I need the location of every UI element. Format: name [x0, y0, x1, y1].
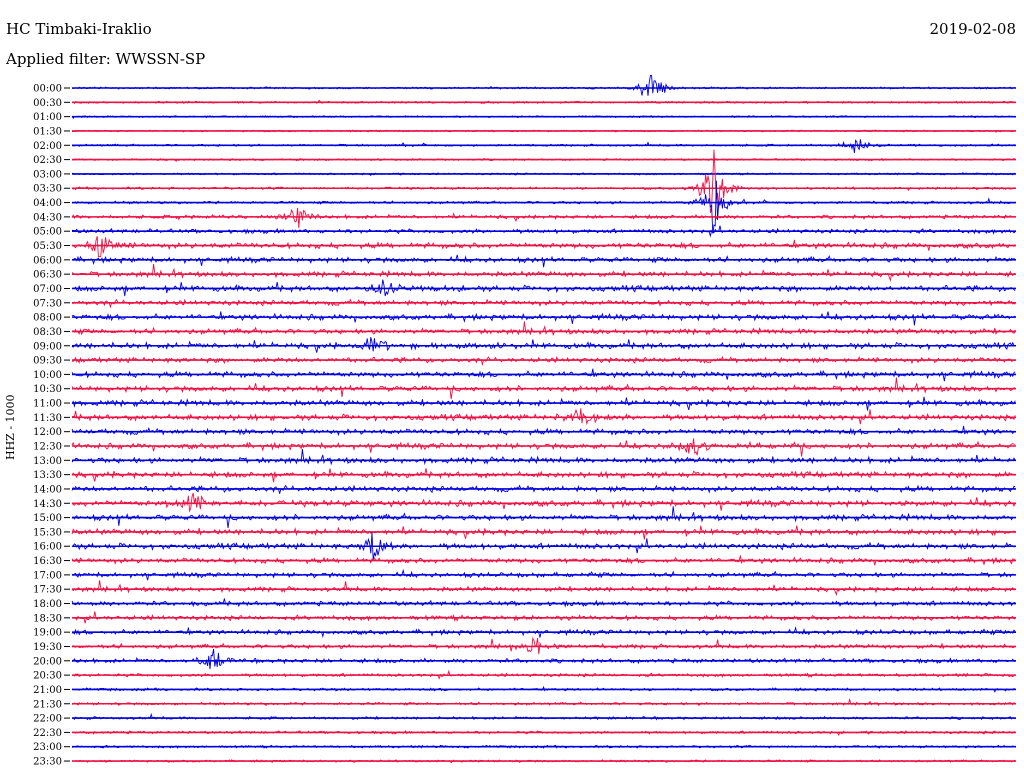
- time-tick-label: 13:00: [33, 456, 62, 467]
- trace-row-1800: [71, 598, 1016, 608]
- trace-row-0430: [71, 207, 1016, 229]
- time-tick-label: 03:30: [33, 184, 62, 195]
- time-tick-label: 23:30: [33, 757, 62, 768]
- time-tick-label: 21:00: [33, 685, 62, 696]
- time-tick-label: 16:00: [33, 542, 62, 553]
- time-tick-label: 21:30: [33, 699, 62, 710]
- filter-label: Applied filter: WWSSN-SP: [6, 50, 206, 68]
- trace-row-1130: [71, 408, 1016, 426]
- trace-row-0830: [71, 321, 1016, 337]
- time-tick-label: 15:30: [33, 527, 62, 538]
- trace-row-1200: [71, 425, 1016, 437]
- time-tick-label: 06:00: [33, 255, 62, 266]
- trace-row-1530: [71, 525, 1016, 540]
- time-tick-label: 00:30: [33, 98, 62, 109]
- time-tick-label: 18:00: [33, 599, 62, 610]
- time-tick-label: 05:30: [33, 241, 62, 252]
- trace-row-0200: [72, 139, 1016, 154]
- time-tick-label: 13:30: [33, 470, 62, 481]
- trace-row-2000: [71, 648, 1016, 670]
- time-tick-label: 11:30: [33, 413, 62, 424]
- trace-row-0600: [71, 254, 1016, 268]
- station-title: HC Timbaki-Iraklio: [6, 20, 152, 38]
- time-tick-label: 12:00: [33, 427, 62, 438]
- time-tick-label: 09:00: [33, 341, 62, 352]
- trace-row-1230: [71, 438, 1016, 457]
- time-tick-label: 04:00: [33, 198, 62, 209]
- time-tick-label: 17:30: [33, 585, 62, 596]
- time-tick-label: 07:30: [33, 298, 62, 309]
- trace-row-0900: [71, 337, 1016, 353]
- trace-row-1730: [71, 580, 1016, 597]
- time-tick-label: 20:00: [33, 656, 62, 667]
- time-tick-label: 02:00: [33, 141, 62, 152]
- time-tick-label: 06:30: [33, 270, 62, 281]
- time-tick-label: 04:30: [33, 212, 62, 223]
- trace-row-1700: [71, 568, 1016, 581]
- time-tick-label: 22:30: [33, 728, 62, 739]
- time-tick-label: 14:30: [33, 499, 62, 510]
- time-tick-label: 20:30: [33, 671, 62, 682]
- time-tick-label: 19:30: [33, 642, 62, 653]
- trace-row-0800: [71, 311, 1016, 326]
- time-tick-label: 15:00: [33, 513, 62, 524]
- time-tick-label: 12:30: [33, 442, 62, 453]
- trace-row-1430: [71, 492, 1016, 513]
- time-tick-label: 16:30: [33, 556, 62, 567]
- trace-row-1500: [71, 506, 1016, 529]
- time-tick-label: 14:00: [33, 484, 62, 495]
- time-tick-label: 18:30: [33, 613, 62, 624]
- time-tick-label: 03:00: [33, 169, 62, 180]
- time-tick-label: 09:30: [33, 356, 62, 367]
- trace-row-0530: [71, 236, 1016, 258]
- trace-row-0000: [71, 75, 1016, 96]
- time-tick-label: 19:00: [33, 628, 62, 639]
- trace-row-1400: [71, 484, 1016, 494]
- time-tick-label: 22:00: [33, 714, 62, 725]
- time-tick-label: 01:30: [33, 126, 62, 137]
- time-tick-label: 23:00: [33, 742, 62, 753]
- time-tick-label: 17:00: [33, 570, 62, 581]
- time-tick-label: 00:00: [33, 84, 62, 95]
- trace-row-1330: [71, 468, 1016, 483]
- time-tick-label: 10:00: [33, 370, 62, 381]
- time-tick-label: 05:00: [33, 227, 62, 238]
- time-tick-label: 08:00: [33, 313, 62, 324]
- trace-row-1300: [71, 449, 1016, 466]
- time-tick-label: 08:30: [33, 327, 62, 338]
- date-label: 2019-02-08: [929, 20, 1016, 38]
- time-tick-label: 07:00: [33, 284, 62, 295]
- time-tick-label: 11:00: [33, 399, 62, 410]
- time-tick-label: 10:30: [33, 384, 62, 395]
- time-tick-label: 02:30: [33, 155, 62, 166]
- time-tick-label: 01:00: [33, 112, 62, 123]
